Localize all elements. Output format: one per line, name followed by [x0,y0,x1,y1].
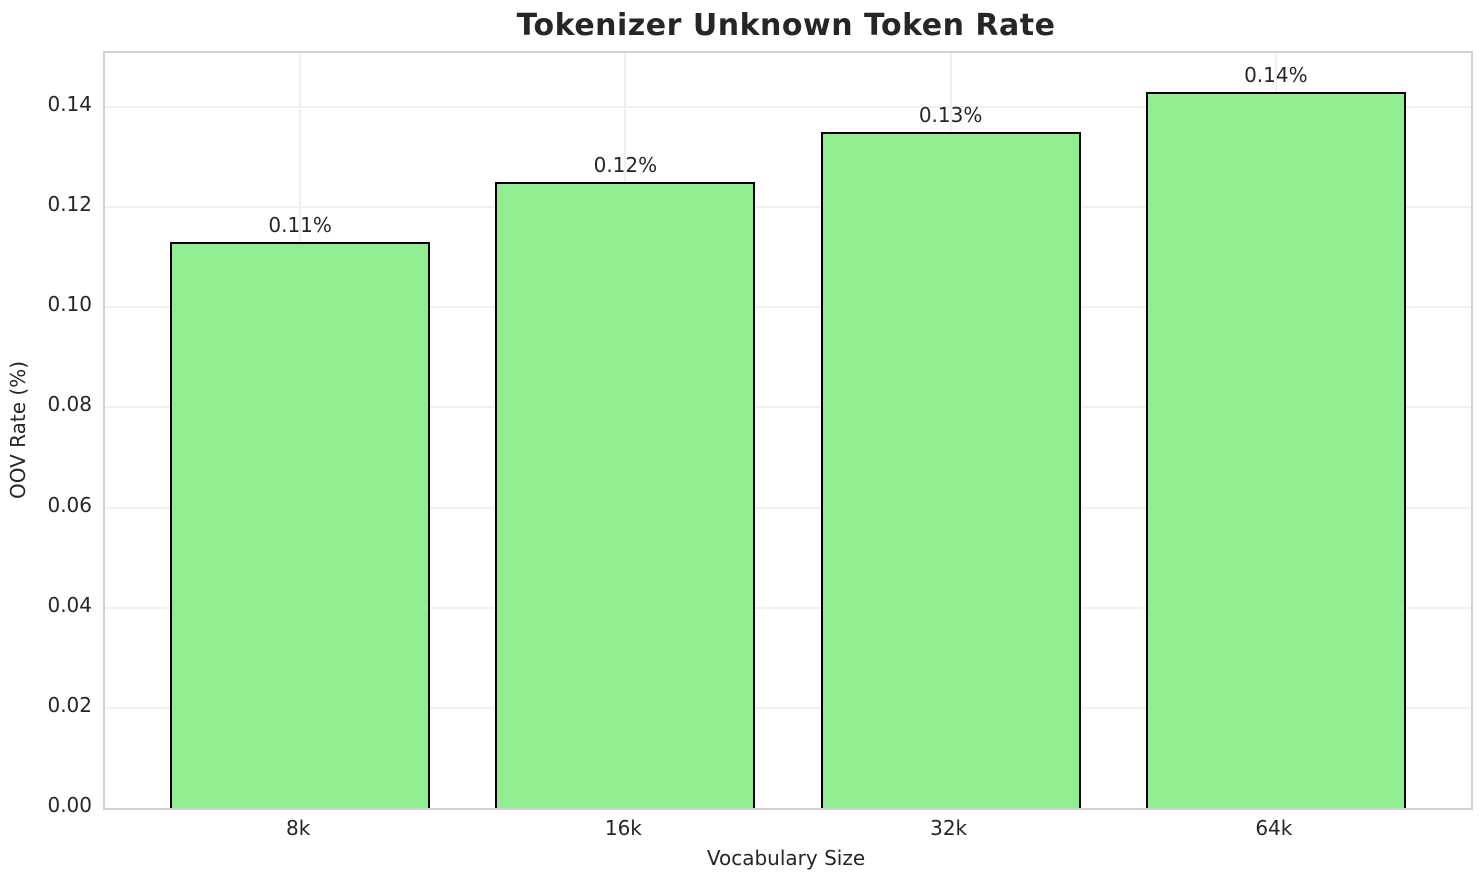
gridline-horizontal [105,606,1471,609]
y-axis-label: OOV Rate (%) [6,361,30,499]
chart-title: Tokenizer Unknown Token Rate [516,8,1056,43]
gridline-horizontal [105,306,1471,309]
gridline-horizontal [105,706,1471,709]
x-tick-label: 16k [604,816,642,840]
y-tick-label: 0.08 [47,392,92,417]
bar-32k [820,132,1081,808]
x-tick-label: 32k [930,816,968,840]
bar-value-label: 0.11% [268,213,332,238]
bar-64k [1145,92,1406,808]
gridline-horizontal [105,406,1471,409]
x-tick-label: 64k [1255,816,1293,840]
y-tick-label: 0.02 [47,692,92,717]
bar-value-label: 0.12% [593,153,658,178]
gridline-horizontal [105,206,1471,209]
y-tick-label: 0.06 [47,492,92,517]
gridline-horizontal [105,506,1471,509]
y-tick-label: 0.14 [47,92,92,117]
y-tick-label: 0.10 [47,292,92,317]
x-axis-label: Vocabulary Size [706,846,866,870]
y-tick-label: 0.04 [47,592,92,617]
bar-8k [170,242,431,808]
bar-value-label: 0.14% [1244,63,1308,88]
bar-16k [495,182,756,808]
y-tick-label: 0.12 [47,192,92,217]
x-tick-label: 8k [285,816,311,840]
y-tick-label: 0.00 [47,793,92,817]
bar-value-label: 0.13% [918,103,983,128]
plot-area: 0.11% 0.12% 0.13% 0.14% [103,51,1473,810]
gridline-horizontal [105,106,1471,109]
